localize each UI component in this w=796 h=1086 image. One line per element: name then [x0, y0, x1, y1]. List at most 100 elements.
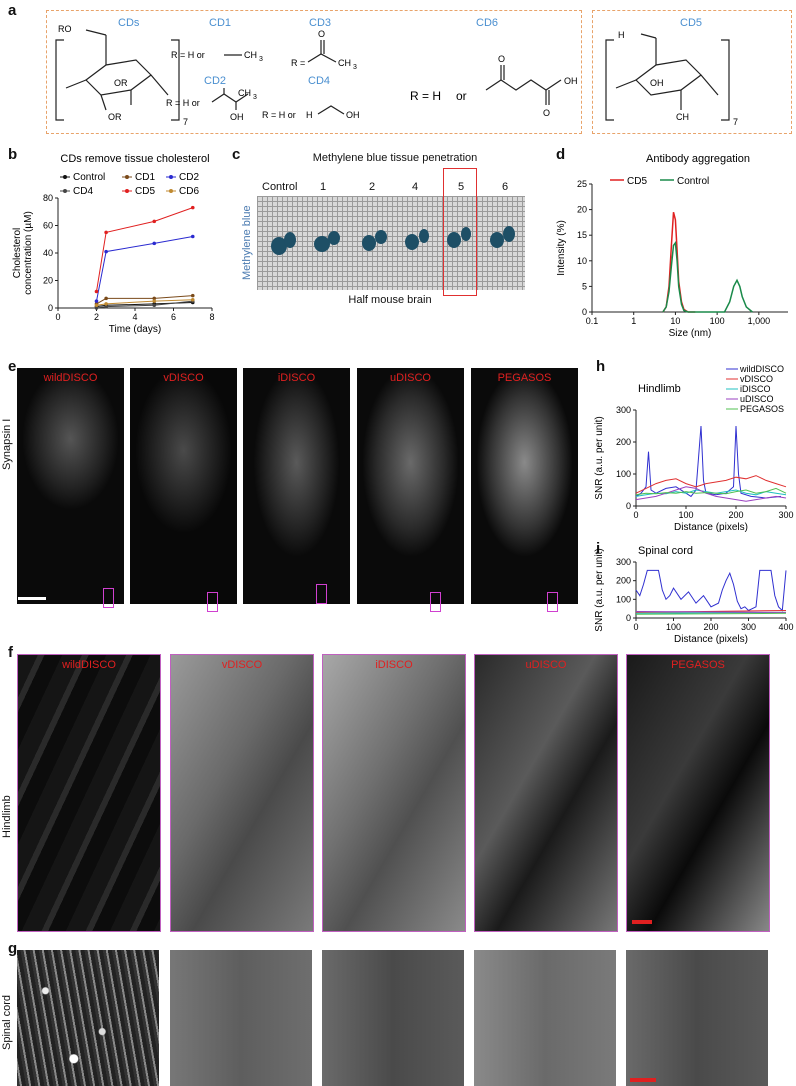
cd5-ch3: CH: [676, 112, 689, 122]
method-label: uDISCO: [390, 372, 431, 384]
legend-marker: [169, 189, 173, 193]
y-tick-label: 100: [616, 469, 631, 479]
method-label: wildDISCO: [43, 372, 98, 384]
col-4: 4: [412, 181, 419, 193]
x-tick-label: 0: [633, 510, 638, 520]
brain-grid-photo: [257, 196, 525, 290]
cd3-o: O: [318, 29, 325, 39]
legend-label: CD4: [73, 186, 93, 197]
data-point: [152, 303, 157, 308]
y-tick-label: 0: [48, 303, 53, 313]
zoom-region-marker: [430, 592, 441, 612]
panel-label-b: b: [8, 146, 18, 163]
zoom-region-marker: [316, 584, 327, 604]
y-tick-label: 20: [577, 205, 587, 215]
zoom-region-marker: [103, 588, 114, 608]
y-tick-label: 0: [582, 307, 587, 317]
panel-a-box-left: [46, 10, 582, 134]
chart-title: Antibody aggregation: [646, 153, 750, 165]
method-label: PEGASOS: [671, 659, 725, 671]
series-line-pegasos: [635, 487, 787, 496]
series-line-cd5: [96, 207, 193, 292]
panel-label-c: c: [232, 146, 241, 163]
data-point: [190, 293, 195, 298]
chart-h-hindlimb: Hindlimb 0 100 200 300 0 100 200 300 Distance (pi…: [594, 364, 794, 533]
data-point: [152, 241, 157, 246]
x-tick-label: 1,000: [748, 316, 771, 326]
cd5-ring-structure: [605, 33, 730, 121]
synapsin-image-idisco: iDISCO: [243, 368, 350, 604]
cd3-ch3: CH: [338, 58, 351, 68]
legend-marker: [63, 189, 67, 193]
panel-label-a: a: [8, 2, 17, 19]
data-point: [94, 303, 99, 308]
col-control: Control: [262, 181, 298, 193]
series-line-cd2: [96, 236, 193, 302]
chart-title: Hindlimb: [638, 383, 681, 395]
col-2: 2: [369, 181, 376, 193]
data-point: [190, 205, 195, 210]
series-line-udisco: [635, 611, 787, 613]
spinal-image-idisco: [322, 950, 464, 1086]
data-point: [104, 249, 108, 254]
cd6-or: or: [456, 89, 467, 103]
or-label-2: OR: [108, 112, 122, 122]
cd1-label: CD1: [209, 17, 231, 29]
x-tick-label: 8: [209, 312, 214, 322]
synapsin-image-pegasos: PEGASOS: [471, 368, 578, 604]
cd3-r: R =: [291, 58, 305, 68]
x-tick-label: 0: [633, 622, 638, 632]
cd2-oh: OH: [230, 112, 244, 122]
col-6: 6: [502, 181, 509, 193]
y-tick-label: 60: [43, 221, 53, 231]
spinal-image-pegasos: [626, 950, 768, 1086]
cd3-label: CD3: [309, 17, 331, 29]
x-tick-label: 100: [666, 622, 681, 632]
hindlimb-image-vdisco: vDISCO: [170, 654, 314, 932]
legend-label: CD2: [179, 172, 199, 183]
legend-marker: [63, 175, 67, 179]
y-tick-label: 25: [577, 179, 587, 189]
hindlimb-image-pegasos: PEGASOS: [626, 654, 770, 932]
scale-bar-f: [632, 920, 652, 924]
method-label: uDISCO: [525, 659, 567, 671]
cd4-label: CD4: [308, 75, 330, 87]
panel-label-d: d: [556, 146, 566, 163]
y-tick-label: 200: [616, 576, 631, 586]
x-axis-label: Size (nm): [669, 328, 712, 339]
hindlimb-image-udisco: uDISCO: [474, 654, 618, 932]
legend-marker: [169, 175, 173, 179]
spinal-image-udisco: [474, 950, 616, 1086]
x-axis-label: Time (days): [109, 324, 161, 335]
legend-label: vDISCO: [740, 374, 773, 384]
x-tick-label: 4: [132, 312, 137, 322]
chart-i-spinal: Spinal cord 0 100 200 300 400 0 100 200 300 Distan…: [594, 545, 794, 644]
legend-label: uDISCO: [740, 394, 774, 404]
legend-label: CD5: [135, 186, 155, 197]
panel-label-e: e: [8, 358, 17, 375]
data-point: [104, 230, 108, 235]
cd4-r: R = H or: [262, 110, 296, 120]
cd1-r: R = H or: [171, 50, 205, 60]
x-tick-label: 6: [171, 312, 176, 322]
panel-c-columns: Control 1 2 4 5 6: [262, 181, 532, 195]
y-tick-label: 300: [616, 405, 631, 415]
x-tick-label: 100: [678, 510, 693, 520]
cd5-oh: OH: [650, 78, 664, 88]
legend-marker: [125, 189, 129, 193]
cd6-o1: O: [498, 54, 505, 64]
hindlimb-image-idisco: iDISCO: [322, 654, 466, 932]
col-5: 5: [458, 181, 465, 193]
method-label: vDISCO: [163, 372, 204, 384]
cd1-ch3: CH: [244, 50, 257, 60]
series-line-cd6: [96, 299, 193, 306]
cd6-r: R = H: [410, 89, 441, 103]
series-line-wilddisco: [635, 569, 787, 612]
y-axis-label: Intensity (%): [556, 220, 567, 276]
x-tick-label: 1: [631, 316, 636, 326]
series-line-udisco: [635, 486, 787, 502]
cd5-label: CD5: [680, 17, 702, 29]
data-point: [152, 296, 157, 301]
x-tick-label: 2: [94, 312, 99, 322]
panel-label-h: h: [596, 358, 606, 375]
